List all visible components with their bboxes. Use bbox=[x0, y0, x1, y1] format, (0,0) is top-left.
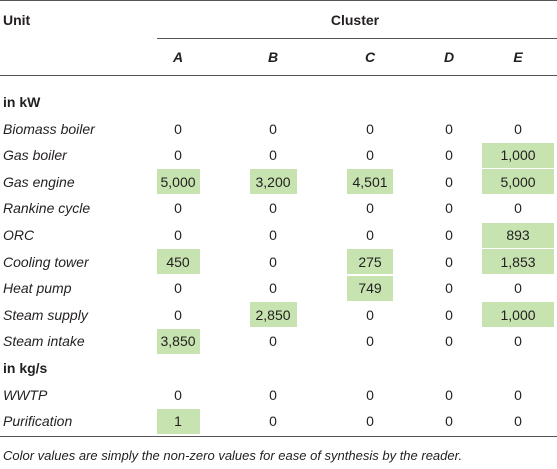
cell: 2,850 bbox=[255, 306, 291, 323]
highlight bbox=[347, 275, 393, 301]
cell: 0 bbox=[269, 280, 277, 297]
rule bbox=[0, 436, 557, 437]
highlight bbox=[482, 222, 554, 248]
column-header: E bbox=[513, 49, 523, 65]
cell: 0 bbox=[174, 147, 182, 164]
cell: 0 bbox=[174, 386, 182, 403]
column-header: D bbox=[443, 49, 455, 65]
cluster-header: Cluster bbox=[330, 12, 380, 28]
row-label: ORC bbox=[3, 227, 35, 243]
cell: 0 bbox=[445, 333, 453, 350]
row-label: Cooling tower bbox=[3, 253, 89, 270]
highlight bbox=[347, 169, 393, 195]
rule bbox=[157, 38, 557, 39]
cell: 0 bbox=[445, 280, 453, 297]
cell: 5,000 bbox=[160, 173, 196, 190]
column-header: A bbox=[172, 49, 184, 65]
cell: 5,000 bbox=[500, 173, 536, 190]
cell: 0 bbox=[366, 333, 374, 350]
column-header: B bbox=[267, 49, 279, 65]
cell: 0 bbox=[445, 173, 453, 190]
cell: 0 bbox=[445, 200, 453, 217]
highlight bbox=[482, 142, 554, 168]
cell: 0 bbox=[269, 147, 277, 164]
cell: 1,000 bbox=[500, 306, 536, 323]
cell: 0 bbox=[174, 227, 182, 243]
cell: 0 bbox=[174, 280, 182, 297]
cell: 0 bbox=[269, 120, 277, 137]
highlight bbox=[157, 408, 200, 434]
cell: 0 bbox=[174, 200, 182, 217]
cell: 4,501 bbox=[352, 173, 388, 190]
cell: 0 bbox=[514, 333, 522, 350]
cell: 0 bbox=[269, 386, 277, 403]
cell: 0 bbox=[366, 147, 374, 164]
row-label: Purification bbox=[3, 413, 73, 430]
cell: 1,000 bbox=[500, 147, 536, 164]
cell: 0 bbox=[269, 227, 277, 243]
cell: 0 bbox=[445, 227, 453, 243]
row-label: Gas boiler bbox=[3, 147, 67, 164]
cell: 1,853 bbox=[500, 253, 536, 270]
cell: 0 bbox=[445, 120, 453, 137]
row-label: Steam supply bbox=[3, 306, 88, 323]
highlight bbox=[250, 302, 297, 328]
cell: 749 bbox=[358, 280, 382, 297]
highlight bbox=[157, 249, 200, 275]
cell: 275 bbox=[358, 253, 382, 270]
cell: 0 bbox=[269, 333, 277, 350]
cell: 0 bbox=[445, 147, 453, 164]
cell: 0 bbox=[366, 200, 374, 217]
cell: 0 bbox=[366, 413, 374, 430]
cell: 0 bbox=[514, 413, 522, 430]
cell: 0 bbox=[366, 227, 374, 243]
cell: 0 bbox=[174, 306, 182, 323]
cell: 0 bbox=[514, 120, 522, 137]
cell: 0 bbox=[445, 306, 453, 323]
unit-header: Unit bbox=[3, 12, 31, 28]
cell: 0 bbox=[269, 200, 277, 217]
cell: 1 bbox=[174, 413, 182, 430]
column-header: C bbox=[364, 49, 376, 65]
footnote: Color values are simply the non-zero val… bbox=[3, 448, 463, 463]
cell: 0 bbox=[445, 253, 453, 270]
cell: 0 bbox=[269, 253, 277, 270]
row-label: Steam intake bbox=[3, 333, 85, 350]
row-label: Biomass boiler bbox=[3, 120, 95, 137]
highlight bbox=[347, 249, 393, 275]
section-title: in kW bbox=[3, 94, 41, 110]
row-label: Gas engine bbox=[3, 173, 75, 190]
rule bbox=[0, 0, 557, 1]
highlight bbox=[482, 302, 554, 328]
section-title: in kg/s bbox=[3, 360, 48, 376]
row-label: Rankine cycle bbox=[3, 200, 91, 217]
highlight bbox=[250, 169, 297, 195]
cell: 0 bbox=[445, 386, 453, 403]
cell: 0 bbox=[174, 120, 182, 137]
cell: 893 bbox=[506, 227, 530, 243]
cell: 0 bbox=[514, 386, 522, 403]
rule bbox=[0, 75, 557, 76]
row-label: WWTP bbox=[3, 386, 48, 403]
cell: 0 bbox=[514, 280, 522, 297]
cell: 0 bbox=[514, 200, 522, 217]
cell: 0 bbox=[366, 386, 374, 403]
highlight bbox=[157, 328, 200, 354]
highlight bbox=[157, 169, 200, 195]
highlight bbox=[482, 249, 554, 275]
highlight bbox=[482, 169, 554, 195]
row-label: Heat pump bbox=[3, 280, 72, 297]
cell: 0 bbox=[445, 413, 453, 430]
cell: 3,200 bbox=[255, 173, 291, 190]
cell: 0 bbox=[366, 306, 374, 323]
cell: 3,850 bbox=[160, 333, 196, 350]
cell: 0 bbox=[366, 120, 374, 137]
cell: 0 bbox=[269, 413, 277, 430]
cell: 450 bbox=[166, 253, 190, 270]
